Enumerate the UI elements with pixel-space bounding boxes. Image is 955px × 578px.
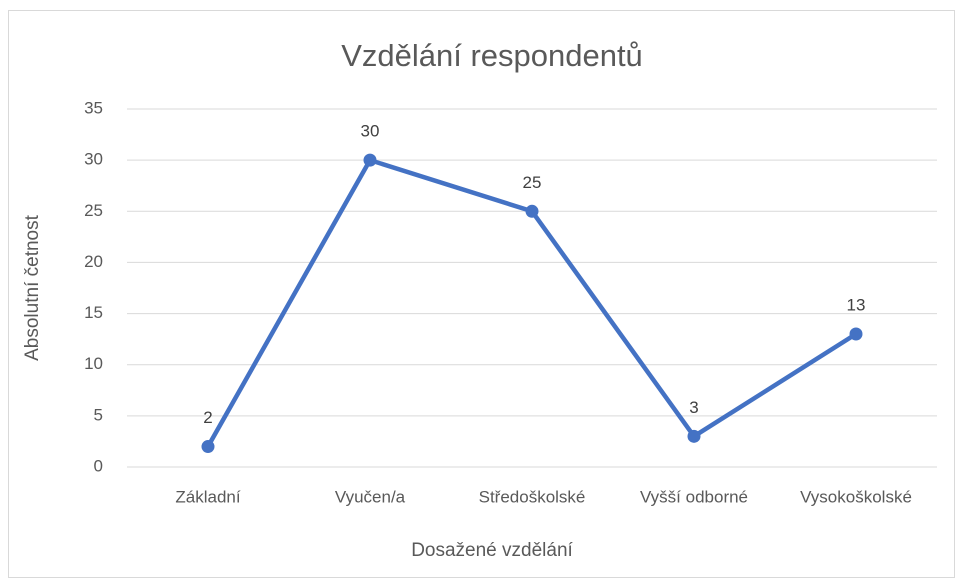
x-tick-label: Vyučen/a: [335, 487, 406, 506]
data-label: 30: [361, 122, 380, 141]
y-tick-label: 15: [84, 303, 103, 322]
marker: [525, 204, 539, 218]
marker: [849, 327, 863, 341]
marker: [687, 429, 701, 443]
y-tick-label: 5: [94, 405, 103, 424]
chart-border: [8, 10, 955, 578]
x-tick-label: Vysokoškolské: [800, 487, 912, 506]
y-tick-label: 10: [84, 354, 103, 373]
x-axis-title: Dosažené vzdělání: [411, 540, 573, 561]
y-axis-title: Absolutní četnost: [22, 214, 43, 360]
marker: [201, 440, 215, 454]
y-tick-label: 0: [94, 456, 103, 475]
data-label: 3: [689, 398, 698, 417]
chart-title: Vzdělání respondentů: [341, 38, 643, 73]
y-tick-label: 35: [84, 98, 103, 117]
data-label: 13: [847, 296, 866, 315]
y-tick-label: 20: [84, 252, 103, 271]
y-tick-label: 25: [84, 201, 103, 220]
y-tick-label: 30: [84, 150, 103, 169]
data-label: 25: [523, 173, 542, 192]
marker: [363, 153, 377, 167]
x-tick-label: Vyšší odborné: [640, 487, 748, 506]
x-tick-label: Středoškolské: [479, 487, 586, 506]
x-tick-label: Základní: [175, 487, 240, 506]
data-label: 2: [203, 408, 212, 427]
